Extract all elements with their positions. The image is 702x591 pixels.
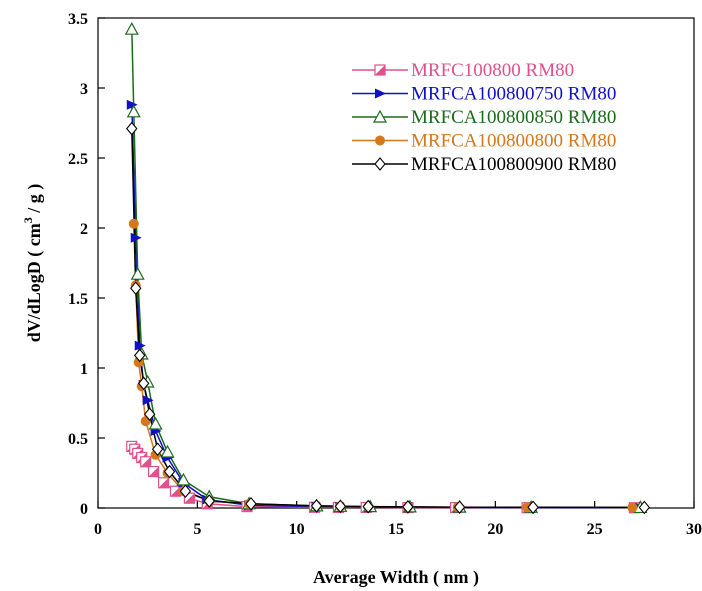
data-point: [124, 21, 139, 35]
x-tick-label: 30: [686, 521, 702, 538]
data-point: [140, 456, 152, 468]
data-point: [148, 416, 163, 430]
data-point: [134, 348, 146, 363]
data-point: [362, 499, 374, 514]
series-line-5: [131, 128, 645, 509]
data-point: [527, 500, 539, 515]
legend-marker: [374, 64, 386, 76]
data-point: [310, 499, 323, 513]
data-point: [151, 442, 164, 457]
data-point: [163, 464, 176, 479]
series-markers: [124, 21, 651, 515]
axis-ticks: 0 5 10 15 20 25 30 0 0.5 1 1.5 2 2.5 3 3.5: [68, 11, 702, 538]
data-point: [130, 281, 142, 296]
data-point: [179, 484, 192, 499]
y-tick-label: 3.5: [68, 11, 88, 28]
data-point: [137, 376, 150, 391]
legend-label: MRFC100800 RM80: [411, 60, 574, 81]
x-tick-label: 0: [94, 521, 102, 538]
y-tick-label: 2: [80, 221, 88, 238]
y-axis-title-tail: / g ): [24, 184, 45, 218]
legend-label: MRFCA100800800 RM80: [411, 131, 616, 152]
y-tick-label: 2.5: [68, 151, 88, 168]
y-tick-label: 3: [80, 81, 88, 98]
data-point: [134, 340, 146, 351]
data-point: [245, 496, 257, 511]
series-line-4: [133, 223, 633, 509]
legend-label: MRFCA100800750 RM80: [411, 84, 616, 105]
data-point: [453, 500, 466, 515]
data-point: [627, 502, 638, 513]
data-point: [126, 121, 138, 136]
y-axis-title: dV/dLogD ( cm3 / g ): [21, 184, 45, 343]
x-tick-label: 25: [587, 521, 603, 538]
legend-marker: [375, 88, 386, 99]
data-point: [126, 104, 141, 118]
data-point: [160, 444, 175, 458]
data-point: [203, 494, 215, 508]
legend-label: MRFCA100800900 RM80: [411, 154, 616, 175]
x-tick-label: 20: [487, 521, 503, 538]
legend-marker: [374, 157, 386, 171]
x-tick-label: 15: [388, 521, 404, 538]
y-tick-label: 0: [80, 501, 88, 518]
data-point: [334, 499, 347, 514]
y-axis-title-sup: 3: [21, 217, 35, 223]
legend-marker: [372, 109, 388, 123]
data-point: [148, 466, 160, 478]
data-point: [142, 395, 154, 406]
y-tick-label: 1: [80, 361, 88, 378]
data-point: [130, 232, 142, 243]
legend-label: MRFCA100800850 RM80: [411, 107, 616, 128]
data-point: [130, 266, 145, 280]
legend-marker: [375, 135, 385, 146]
x-tick-label: 10: [289, 521, 305, 538]
x-axis-title: Average Width ( nm ): [313, 567, 479, 588]
x-tick-label: 5: [193, 521, 201, 538]
y-axis-title-main: dV/dLogD ( cm: [24, 223, 45, 342]
data-point: [157, 477, 170, 489]
data-point: [402, 500, 414, 514]
data-point: [128, 218, 139, 229]
data-point: [638, 500, 651, 515]
data-point: [126, 99, 138, 110]
y-tick-label: 1.5: [68, 291, 88, 308]
data-point: [143, 407, 156, 422]
y-tick-label: 0.5: [68, 431, 88, 448]
data-point: [176, 472, 191, 486]
